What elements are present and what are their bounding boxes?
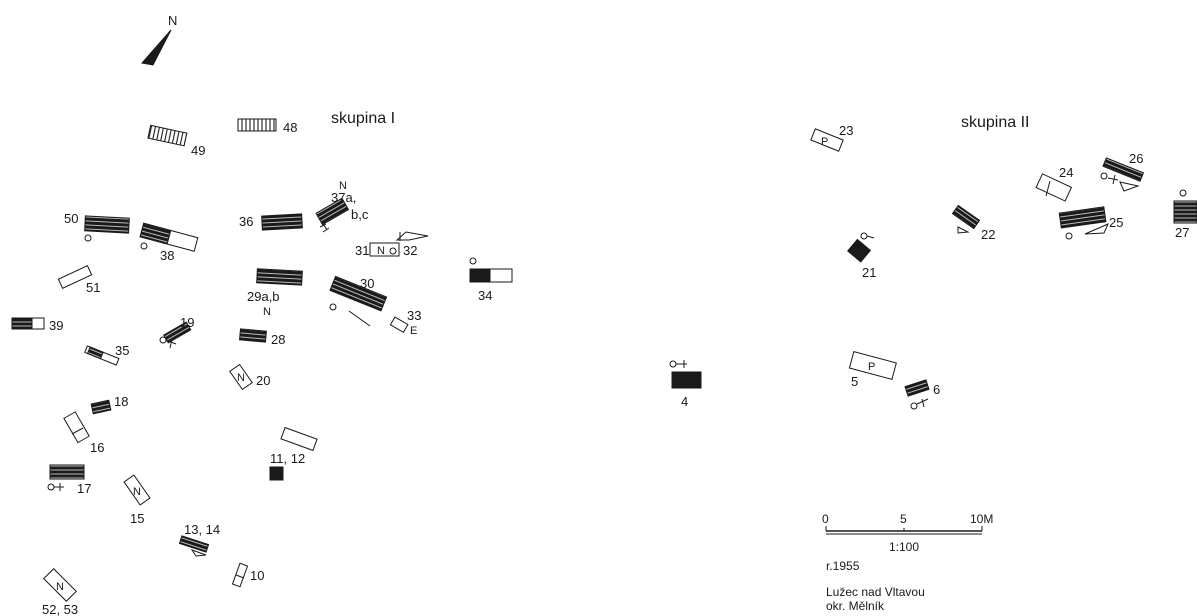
svg-text:6: 6	[933, 382, 940, 397]
grave-10: 10	[231, 562, 264, 588]
grave-20: N 20	[229, 363, 270, 391]
svg-text:24: 24	[1059, 165, 1073, 180]
north-label: N	[168, 13, 177, 28]
svg-text:N: N	[56, 581, 64, 593]
svg-text:29a,b: 29a,b	[247, 289, 280, 304]
scale-ratio: 1:100	[889, 540, 919, 554]
grave-38: 38	[139, 222, 199, 263]
north-arrow-icon	[141, 29, 172, 66]
grave-24: 24	[1035, 165, 1073, 202]
svg-text:N: N	[133, 486, 141, 498]
svg-text:34: 34	[478, 288, 492, 303]
svg-text:22: 22	[981, 227, 995, 242]
grave-33: 33 E	[389, 308, 421, 337]
grave-52-53: N 52, 53	[42, 568, 78, 616]
grave-37: N 37a, b,c	[315, 180, 369, 233]
group-label-skupina-2: skupina II	[961, 114, 1029, 131]
svg-text:52, 53: 52, 53	[42, 602, 78, 616]
svg-text:b,c: b,c	[351, 207, 369, 222]
svg-text:20: 20	[256, 373, 270, 388]
svg-text:19: 19	[180, 315, 194, 330]
svg-text:51: 51	[86, 280, 100, 295]
grave-13-14: 13, 14	[178, 522, 220, 557]
svg-text:N: N	[377, 245, 385, 257]
svg-text:33: 33	[407, 308, 421, 323]
svg-text:50: 50	[64, 211, 78, 226]
grave-15: N 15	[123, 474, 151, 526]
svg-text:32: 32	[403, 243, 417, 258]
svg-text:18: 18	[114, 394, 128, 409]
svg-text:N: N	[339, 180, 347, 192]
svg-text:28: 28	[271, 332, 285, 347]
grave-25: 25	[1058, 206, 1123, 240]
grave-22: 22	[951, 204, 995, 242]
grave-17: 17	[47, 464, 91, 496]
grave-48: 48	[237, 118, 297, 135]
grave-39: 39	[11, 317, 63, 333]
svg-text:31: 31	[355, 243, 369, 258]
svg-text:36: 36	[239, 214, 253, 229]
svg-text:30: 30	[360, 276, 374, 291]
grave-21: 21	[847, 232, 876, 280]
svg-text:21: 21	[862, 265, 876, 280]
grave-6: 6	[904, 379, 940, 410]
svg-text:38: 38	[160, 248, 174, 263]
svg-text:P: P	[868, 361, 875, 373]
svg-text:26: 26	[1129, 151, 1143, 166]
grave-30: 30	[329, 275, 388, 327]
svg-text:27: 27	[1175, 225, 1189, 240]
svg-text:11, 12: 11, 12	[270, 451, 305, 466]
grave-34: 34	[469, 257, 513, 303]
svg-text:N: N	[263, 306, 271, 318]
grave-31-32: N 31 32	[355, 231, 429, 258]
location-district: okr. Mělník	[826, 599, 885, 613]
location-name: Lužec nad Vltavou	[826, 585, 925, 599]
grave-18: 18	[90, 394, 128, 415]
svg-text:P: P	[821, 136, 828, 148]
grave-26: 26	[1100, 151, 1145, 192]
svg-text:N: N	[237, 372, 245, 384]
grave-4: 4	[669, 360, 702, 409]
svg-text:48: 48	[283, 120, 297, 135]
scale-tick-10: 10M	[970, 512, 993, 526]
grave-29: 29a,b N	[247, 268, 303, 318]
svg-text:16: 16	[90, 440, 104, 455]
grave-28: 28	[238, 328, 285, 347]
svg-text:37a,: 37a,	[331, 190, 356, 205]
svg-text:4: 4	[681, 394, 688, 409]
svg-text:25: 25	[1109, 215, 1123, 230]
svg-text:35: 35	[115, 343, 129, 358]
svg-text:13, 14: 13, 14	[184, 522, 220, 537]
scale-bar: 0 5 10M 1:100	[822, 512, 993, 554]
grave-35: 35	[84, 343, 129, 366]
svg-text:15: 15	[130, 511, 144, 526]
grave-23: P 23	[810, 123, 853, 152]
svg-text:39: 39	[49, 318, 63, 333]
grave-11-12: 11, 12	[269, 426, 318, 481]
grave-16: 16	[63, 411, 104, 455]
grave-27: 27	[1173, 189, 1197, 240]
north-arrow: N	[141, 13, 177, 66]
scale-tick-5: 5	[900, 512, 907, 526]
grave-49: 49	[147, 124, 205, 158]
svg-text:49: 49	[191, 143, 205, 158]
grave-36: 36	[239, 213, 303, 231]
grave-19: 19	[159, 315, 194, 349]
svg-text:23: 23	[839, 123, 853, 138]
svg-text:10: 10	[250, 568, 264, 583]
svg-text:5: 5	[851, 374, 858, 389]
grave-51: 51	[57, 265, 100, 295]
svg-text:17: 17	[77, 481, 91, 496]
scale-tick-0: 0	[822, 512, 829, 526]
group-label-skupina-1: skupina I	[331, 110, 395, 127]
svg-text:E: E	[410, 325, 417, 337]
grave-5: P 5	[848, 350, 897, 389]
survey-year: r.1955	[826, 559, 860, 573]
grave-50: 50	[64, 211, 130, 242]
